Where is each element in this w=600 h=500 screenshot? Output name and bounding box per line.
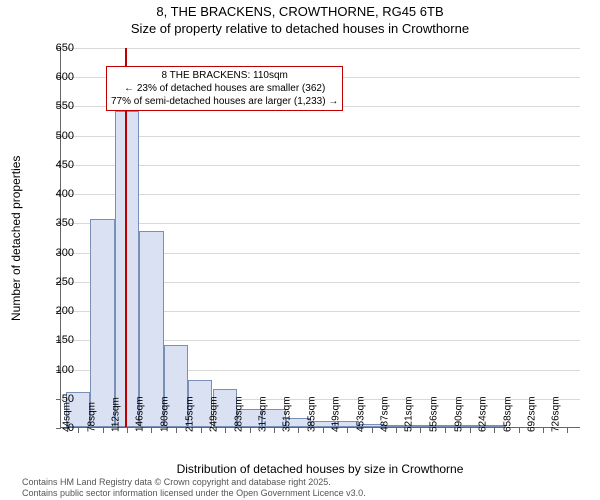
chart-footer: Contains HM Land Registry data © Crown c… xyxy=(22,477,590,498)
y-tick-label: 500 xyxy=(40,130,74,142)
footer-line2: Contains public sector information licen… xyxy=(22,488,590,498)
y-tick-label: 0 xyxy=(40,422,74,434)
y-tick-label: 600 xyxy=(40,71,74,83)
x-tick-label: 180sqm xyxy=(159,396,170,432)
x-tick-label: 556sqm xyxy=(429,396,440,432)
x-tick-mark xyxy=(103,428,104,433)
y-tick-label: 200 xyxy=(40,305,74,317)
x-tick-label: 78sqm xyxy=(86,402,97,432)
x-tick-label: 658sqm xyxy=(502,396,513,432)
x-tick-mark xyxy=(543,428,544,433)
y-tick-label: 450 xyxy=(40,159,74,171)
x-tick-mark xyxy=(201,428,202,433)
x-tick-label: 351sqm xyxy=(282,396,293,432)
x-tick-mark xyxy=(372,428,373,433)
y-tick-label: 350 xyxy=(40,217,74,229)
x-tick-mark xyxy=(151,428,152,433)
x-tick-label: 419sqm xyxy=(331,396,342,432)
x-tick-label: 487sqm xyxy=(379,396,390,432)
x-tick-label: 317sqm xyxy=(258,396,269,432)
x-tick-label: 726sqm xyxy=(551,396,562,432)
x-tick-label: 624sqm xyxy=(478,396,489,432)
y-tick-label: 400 xyxy=(40,188,74,200)
x-tick-label: 283sqm xyxy=(233,396,244,432)
annotation-line2: ← 23% of detached houses are smaller (36… xyxy=(111,82,338,95)
x-tick-mark xyxy=(420,428,421,433)
y-tick-label: 150 xyxy=(40,334,74,346)
x-tick-mark xyxy=(323,428,324,433)
x-tick-mark xyxy=(445,428,446,433)
histogram-bar xyxy=(115,111,139,427)
y-axis-label: Number of detached properties xyxy=(8,48,24,428)
y-tick-label: 650 xyxy=(40,42,74,54)
x-tick-mark xyxy=(250,428,251,433)
x-tick-mark xyxy=(494,428,495,433)
y-gridline xyxy=(61,48,580,49)
x-axis-label: Distribution of detached houses by size … xyxy=(60,462,580,476)
annotation-box: 8 THE BRACKENS: 110sqm← 23% of detached … xyxy=(106,66,343,111)
x-tick-label: 521sqm xyxy=(404,396,415,432)
x-tick-mark xyxy=(78,428,79,433)
x-tick-label: 453sqm xyxy=(355,396,366,432)
x-tick-label: 146sqm xyxy=(135,396,146,432)
x-tick-label: 692sqm xyxy=(526,396,537,432)
chart-container: 8, THE BRACKENS, CROWTHORNE, RG45 6TB Si… xyxy=(0,0,600,500)
y-tick-label: 550 xyxy=(40,100,74,112)
chart-title-line1: 8, THE BRACKENS, CROWTHORNE, RG45 6TB xyxy=(0,4,600,19)
x-tick-mark xyxy=(225,428,226,433)
chart-title-line2: Size of property relative to detached ho… xyxy=(0,21,600,36)
x-tick-mark xyxy=(274,428,275,433)
x-tick-label: 385sqm xyxy=(306,396,317,432)
histogram-bar xyxy=(90,219,114,427)
x-tick-mark xyxy=(347,428,348,433)
x-tick-mark xyxy=(396,428,397,433)
annotation-line3: 77% of semi-detached houses are larger (… xyxy=(111,95,338,108)
x-tick-mark xyxy=(567,428,568,433)
x-tick-mark xyxy=(298,428,299,433)
y-tick-label: 300 xyxy=(40,247,74,259)
y-tick-label: 100 xyxy=(40,364,74,376)
x-tick-mark xyxy=(519,428,520,433)
x-tick-mark xyxy=(176,428,177,433)
x-tick-label: 590sqm xyxy=(453,396,464,432)
x-tick-mark xyxy=(470,428,471,433)
footer-line1: Contains HM Land Registry data © Crown c… xyxy=(22,477,590,487)
chart-title-block: 8, THE BRACKENS, CROWTHORNE, RG45 6TB Si… xyxy=(0,0,600,36)
x-tick-label: 112sqm xyxy=(110,397,121,432)
plot-area: 44sqm78sqm112sqm146sqm180sqm215sqm249sqm… xyxy=(60,48,580,428)
x-tick-label: 215sqm xyxy=(184,396,195,432)
x-tick-label: 249sqm xyxy=(209,396,220,432)
y-tick-label: 250 xyxy=(40,276,74,288)
annotation-line1: 8 THE BRACKENS: 110sqm xyxy=(111,69,338,82)
x-tick-mark xyxy=(127,428,128,433)
y-tick-label: 50 xyxy=(40,393,74,405)
